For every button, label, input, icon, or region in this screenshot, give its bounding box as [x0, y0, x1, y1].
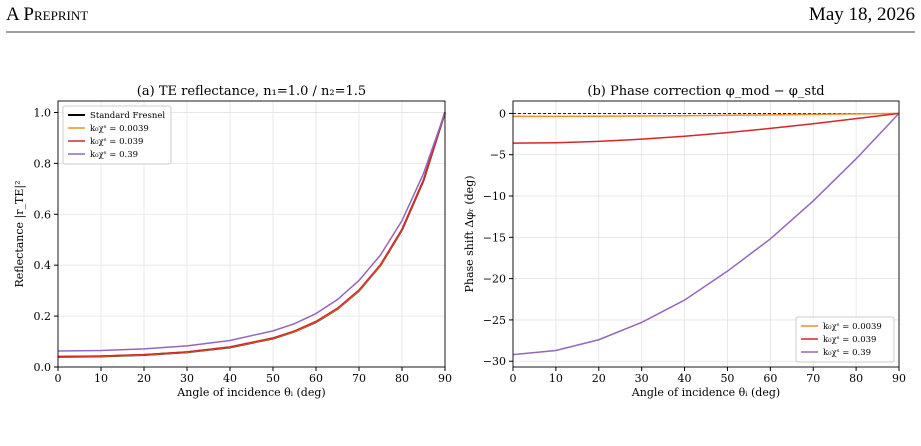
x-axis-label: Angle of incidence θᵢ (deg)	[176, 386, 325, 399]
y-tick-label: −10	[483, 190, 506, 203]
legend-label: k₀χˢ = 0.0039	[90, 124, 149, 134]
x-tick-label: 80	[849, 372, 863, 385]
legend-label: k₀χˢ = 0.0039	[823, 322, 882, 332]
y-tick-label: −20	[483, 273, 506, 286]
header-right: May 18, 2026	[809, 4, 915, 25]
x-tick-label: 20	[592, 372, 606, 385]
x-tick-label: 40	[223, 372, 237, 385]
x-tick-label: 50	[720, 372, 734, 385]
legend-label: k₀χˢ = 0.039	[823, 335, 876, 345]
x-tick-label: 70	[352, 372, 366, 385]
y-tick-label: 0.6	[34, 208, 52, 221]
legend-label: k₀χˢ = 0.039	[90, 137, 143, 147]
y-tick-label: −25	[483, 314, 506, 327]
x-tick-label: 20	[137, 372, 151, 385]
series-line	[57, 112, 446, 358]
x-tick-label: 60	[309, 372, 323, 385]
x-tick-label: 80	[395, 372, 409, 385]
chart-title: (b) Phase correction φ_mod − φ_std	[587, 84, 824, 99]
legend-label: Standard Fresnel	[90, 111, 165, 121]
x-tick-label: 70	[806, 372, 820, 385]
x-tick-label: 60	[763, 372, 777, 385]
header-left: A Preprint	[6, 4, 88, 25]
y-axis-label: Reflectance |r_TE|²	[13, 181, 27, 288]
x-tick-label: 30	[635, 372, 649, 385]
x-axis-label: Angle of incidence θᵢ (deg)	[631, 386, 780, 399]
x-tick-label: 0	[510, 372, 517, 385]
y-tick-label: 0.8	[34, 157, 52, 170]
legend-box	[795, 316, 895, 363]
y-tick-label: 1.0	[34, 106, 52, 119]
x-tick-label: 90	[438, 372, 452, 385]
plot-frame	[512, 100, 900, 368]
series-line	[512, 112, 900, 356]
chart-title: (a) TE reflectance, n₁=1.0 / n₂=1.5	[137, 84, 366, 99]
x-tick-label: 30	[180, 372, 194, 385]
series-line	[512, 112, 900, 144]
y-tick-label: −5	[490, 149, 506, 162]
legend-label: k₀χˢ = 0.39	[823, 348, 871, 358]
y-tick-label: 0.4	[34, 259, 52, 272]
x-tick-label: 0	[55, 372, 62, 385]
y-tick-label: −15	[483, 231, 506, 244]
legend-box	[62, 105, 172, 165]
plot-frame	[57, 100, 446, 368]
y-tick-label: 0.0	[34, 361, 52, 374]
x-tick-label: 10	[549, 372, 563, 385]
y-tick-label: 0.2	[34, 310, 52, 323]
x-tick-label: 10	[94, 372, 108, 385]
x-tick-label: 40	[678, 372, 692, 385]
y-tick-label: 0	[499, 107, 506, 120]
y-tick-label: −30	[483, 355, 506, 368]
x-tick-label: 50	[266, 372, 280, 385]
x-tick-label: 90	[892, 372, 906, 385]
y-axis-label: Phase shift Δφᵣ (deg)	[463, 175, 476, 292]
legend-label: k₀χˢ = 0.39	[90, 150, 138, 160]
series-line	[57, 112, 446, 352]
series-line	[512, 112, 900, 118]
